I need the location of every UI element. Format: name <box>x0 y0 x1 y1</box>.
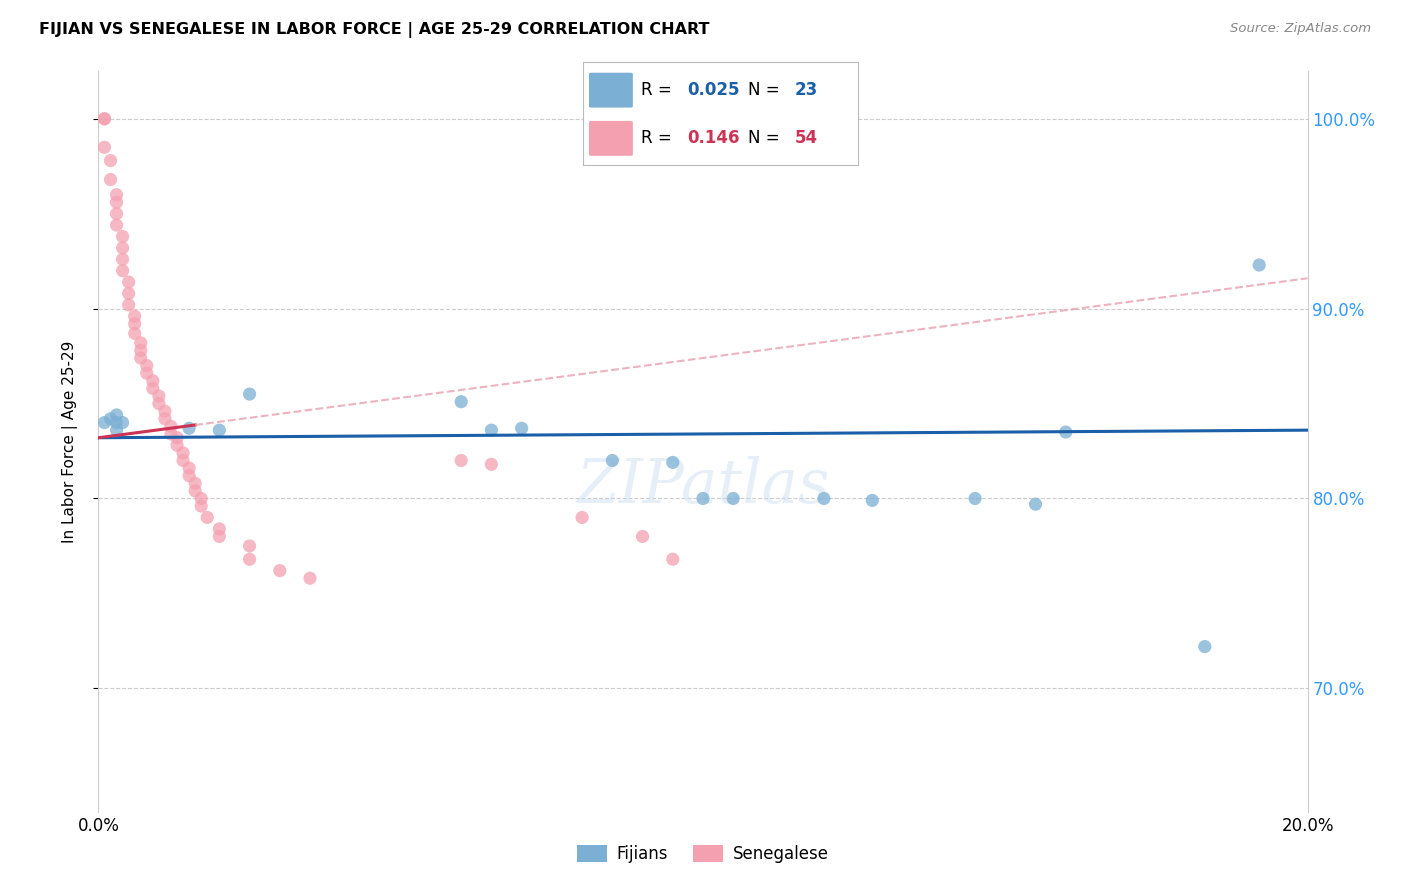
Point <box>105 423 128 437</box>
Point <box>105 207 128 221</box>
Text: 54: 54 <box>794 129 818 147</box>
Point <box>860 493 883 508</box>
Point <box>190 491 212 506</box>
Text: FIJIAN VS SENEGALESE IN LABOR FORCE | AGE 25-29 CORRELATION CHART: FIJIAN VS SENEGALESE IN LABOR FORCE | AG… <box>39 22 710 38</box>
Point <box>1054 425 1077 439</box>
Text: Source: ZipAtlas.com: Source: ZipAtlas.com <box>1230 22 1371 36</box>
Point <box>93 112 115 126</box>
Point <box>1024 497 1046 511</box>
Text: R =: R = <box>641 81 678 99</box>
Point <box>93 112 115 126</box>
Point <box>111 416 134 430</box>
Point <box>239 387 262 401</box>
Point <box>111 229 134 244</box>
Point <box>135 366 157 380</box>
Point <box>239 552 262 566</box>
Point <box>153 404 176 418</box>
Text: 0.146: 0.146 <box>688 129 740 147</box>
Point <box>172 453 194 467</box>
Point <box>124 326 146 341</box>
Point <box>105 408 128 422</box>
Point <box>93 416 115 430</box>
Point <box>118 286 141 301</box>
Point <box>602 453 624 467</box>
Point <box>965 491 987 506</box>
Point <box>111 241 134 255</box>
Point <box>571 510 593 524</box>
Point <box>1249 258 1271 272</box>
Point <box>148 389 170 403</box>
Point <box>118 275 141 289</box>
Point <box>450 394 472 409</box>
Point <box>105 416 128 430</box>
Point <box>105 195 128 210</box>
Point <box>269 564 291 578</box>
Point <box>129 335 152 350</box>
Point <box>111 252 134 267</box>
Point <box>129 343 152 358</box>
Point <box>481 458 503 472</box>
Point <box>148 396 170 410</box>
Point <box>195 510 218 524</box>
Text: N =: N = <box>748 81 785 99</box>
Point <box>118 298 141 312</box>
Point <box>299 571 322 585</box>
FancyBboxPatch shape <box>589 121 633 156</box>
Point <box>184 483 207 498</box>
Point <box>184 476 207 491</box>
Point <box>166 438 188 452</box>
Point <box>105 187 128 202</box>
Point <box>208 522 231 536</box>
Text: N =: N = <box>748 129 785 147</box>
Point <box>160 426 183 441</box>
Text: ZIPatlas: ZIPatlas <box>576 456 830 516</box>
Text: R =: R = <box>641 129 678 147</box>
Point <box>1194 640 1216 654</box>
Point <box>481 423 503 437</box>
Point <box>100 411 122 425</box>
Point <box>723 491 745 506</box>
Point <box>142 381 165 395</box>
Point <box>813 491 835 506</box>
Point <box>450 453 472 467</box>
Point <box>190 499 212 513</box>
Text: 23: 23 <box>794 81 818 99</box>
Point <box>208 529 231 543</box>
Point <box>160 419 183 434</box>
Point <box>661 455 683 469</box>
Point <box>124 310 146 324</box>
Point <box>631 529 654 543</box>
Point <box>105 218 128 232</box>
Y-axis label: In Labor Force | Age 25-29: In Labor Force | Age 25-29 <box>62 341 77 542</box>
Point <box>208 423 231 437</box>
Point <box>172 446 194 460</box>
Point <box>510 421 533 435</box>
Point <box>166 431 188 445</box>
Point <box>179 421 201 435</box>
Point <box>100 153 122 168</box>
FancyBboxPatch shape <box>589 73 633 108</box>
Point <box>142 374 165 388</box>
Point <box>153 411 176 425</box>
Point <box>124 317 146 331</box>
Point <box>129 351 152 365</box>
Point <box>93 140 115 154</box>
Point <box>100 172 122 186</box>
Point <box>661 552 683 566</box>
Point <box>179 468 201 483</box>
Point <box>239 539 262 553</box>
Point <box>135 359 157 373</box>
Point <box>179 461 201 475</box>
Text: 0.025: 0.025 <box>688 81 740 99</box>
Legend: Fijians, Senegalese: Fijians, Senegalese <box>569 838 837 870</box>
Point <box>692 491 714 506</box>
Point <box>111 263 134 277</box>
